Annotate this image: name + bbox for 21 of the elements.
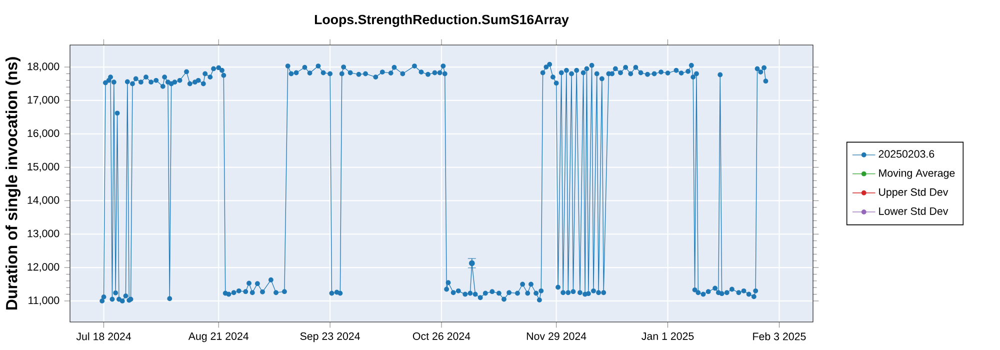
x-tick-label: Jan 1 2025	[642, 332, 694, 340]
y-tick-label: 16,000	[28, 129, 60, 138]
y-tick-label: 12,000	[28, 263, 60, 272]
x-tick-label: Oct 26 2024	[412, 332, 470, 340]
y-tick-label: 17,000	[28, 96, 60, 105]
y-tick-label: 15,000	[28, 162, 60, 172]
y-axis-title: Duration of single invocation (ns)	[6, 57, 20, 310]
x-tick-label: Jul 18 2024	[76, 332, 132, 340]
x-tick-label: Sep 23 2024	[300, 332, 360, 342]
x-tick-label: Nov 29 2024	[526, 332, 586, 340]
legend-label: Lower Std Dev	[879, 207, 948, 215]
legend-label: Moving Average	[879, 168, 955, 179]
y-tick-label: 14,000	[28, 196, 60, 206]
x-tick-label: Feb 3 2025	[753, 332, 806, 340]
legend-label: Upper Std Dev	[879, 188, 948, 198]
legend-label: 20250203.6	[878, 150, 934, 158]
y-tick-label: 13,000	[28, 230, 60, 239]
y-tick-label: 18,000	[28, 62, 60, 72]
y-tick-label: 11,000	[28, 296, 60, 306]
x-tick-label: Aug 21 2024	[188, 332, 249, 342]
chart-title: Loops.StrengthReduction.SumS16Array	[314, 14, 569, 27]
